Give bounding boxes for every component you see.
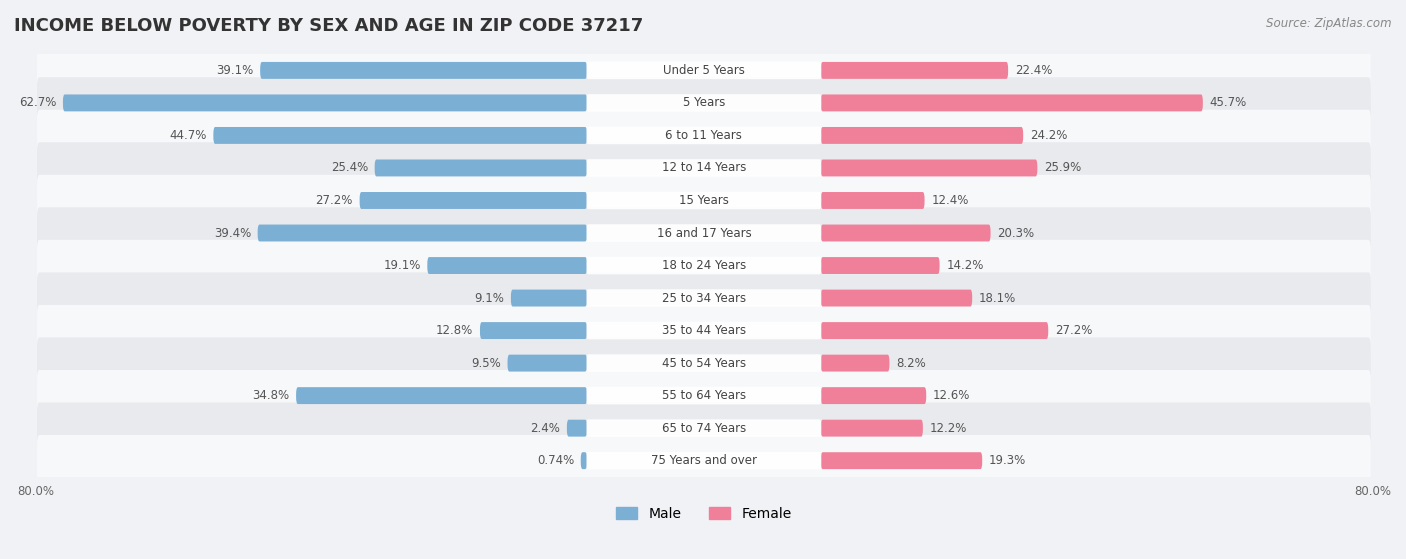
FancyBboxPatch shape [360,192,586,209]
FancyBboxPatch shape [37,402,1371,454]
FancyBboxPatch shape [260,62,586,79]
Text: 39.4%: 39.4% [214,226,250,239]
Text: 55 to 64 Years: 55 to 64 Years [662,389,747,402]
FancyBboxPatch shape [821,192,925,209]
FancyBboxPatch shape [374,159,586,177]
FancyBboxPatch shape [37,77,1371,129]
Text: 19.3%: 19.3% [988,454,1026,467]
Text: 5 Years: 5 Years [683,96,725,110]
Text: 16 and 17 Years: 16 and 17 Years [657,226,751,239]
FancyBboxPatch shape [63,94,586,111]
FancyBboxPatch shape [586,192,821,209]
FancyBboxPatch shape [586,387,821,404]
Text: 34.8%: 34.8% [252,389,290,402]
Text: 39.1%: 39.1% [217,64,253,77]
Text: 44.7%: 44.7% [169,129,207,142]
FancyBboxPatch shape [214,127,586,144]
Text: 18.1%: 18.1% [979,292,1017,305]
FancyBboxPatch shape [586,289,821,307]
FancyBboxPatch shape [821,420,922,437]
FancyBboxPatch shape [37,110,1371,161]
Text: 12.6%: 12.6% [934,389,970,402]
FancyBboxPatch shape [586,257,821,274]
FancyBboxPatch shape [297,387,586,404]
FancyBboxPatch shape [821,62,1008,79]
Text: Source: ZipAtlas.com: Source: ZipAtlas.com [1267,17,1392,30]
FancyBboxPatch shape [821,127,1024,144]
FancyBboxPatch shape [257,225,586,241]
Text: 12.4%: 12.4% [931,194,969,207]
FancyBboxPatch shape [586,159,821,177]
FancyBboxPatch shape [37,240,1371,291]
FancyBboxPatch shape [37,305,1371,356]
FancyBboxPatch shape [510,290,586,306]
FancyBboxPatch shape [586,224,821,242]
FancyBboxPatch shape [37,435,1371,486]
FancyBboxPatch shape [37,272,1371,324]
FancyBboxPatch shape [508,354,586,372]
Text: 8.2%: 8.2% [896,357,927,369]
FancyBboxPatch shape [37,45,1371,96]
Text: 22.4%: 22.4% [1015,64,1052,77]
FancyBboxPatch shape [821,159,1038,177]
FancyBboxPatch shape [821,452,983,469]
FancyBboxPatch shape [821,290,972,306]
FancyBboxPatch shape [586,322,821,339]
Text: 45.7%: 45.7% [1209,96,1247,110]
Text: 75 Years and over: 75 Years and over [651,454,756,467]
FancyBboxPatch shape [581,452,586,469]
Text: 9.5%: 9.5% [471,357,501,369]
Text: 35 to 44 Years: 35 to 44 Years [662,324,747,337]
Text: Under 5 Years: Under 5 Years [664,64,745,77]
FancyBboxPatch shape [586,94,821,112]
FancyBboxPatch shape [567,420,586,437]
Text: 18 to 24 Years: 18 to 24 Years [662,259,747,272]
Text: 62.7%: 62.7% [18,96,56,110]
Text: 2.4%: 2.4% [530,421,560,435]
FancyBboxPatch shape [37,175,1371,226]
FancyBboxPatch shape [821,225,991,241]
Text: 15 Years: 15 Years [679,194,728,207]
Text: 25.9%: 25.9% [1045,162,1081,174]
FancyBboxPatch shape [821,322,1049,339]
Text: 25.4%: 25.4% [330,162,368,174]
Text: 65 to 74 Years: 65 to 74 Years [662,421,747,435]
Text: INCOME BELOW POVERTY BY SEX AND AGE IN ZIP CODE 37217: INCOME BELOW POVERTY BY SEX AND AGE IN Z… [14,17,644,35]
FancyBboxPatch shape [821,94,1204,111]
FancyBboxPatch shape [37,370,1371,421]
FancyBboxPatch shape [479,322,586,339]
FancyBboxPatch shape [821,387,927,404]
FancyBboxPatch shape [586,61,821,79]
Text: 20.3%: 20.3% [997,226,1035,239]
Text: 9.1%: 9.1% [474,292,505,305]
Text: 12 to 14 Years: 12 to 14 Years [662,162,747,174]
FancyBboxPatch shape [586,419,821,437]
FancyBboxPatch shape [586,127,821,144]
Text: 27.2%: 27.2% [315,194,353,207]
Text: 25 to 34 Years: 25 to 34 Years [662,292,747,305]
Legend: Male, Female: Male, Female [616,506,792,521]
Text: 0.74%: 0.74% [537,454,574,467]
FancyBboxPatch shape [427,257,586,274]
Text: 27.2%: 27.2% [1054,324,1092,337]
Text: 14.2%: 14.2% [946,259,984,272]
FancyBboxPatch shape [37,207,1371,259]
FancyBboxPatch shape [586,354,821,372]
Text: 24.2%: 24.2% [1029,129,1067,142]
FancyBboxPatch shape [586,452,821,470]
FancyBboxPatch shape [37,143,1371,193]
FancyBboxPatch shape [821,354,890,372]
Text: 19.1%: 19.1% [384,259,420,272]
FancyBboxPatch shape [37,338,1371,389]
Text: 45 to 54 Years: 45 to 54 Years [662,357,747,369]
Text: 12.2%: 12.2% [929,421,967,435]
Text: 6 to 11 Years: 6 to 11 Years [665,129,742,142]
FancyBboxPatch shape [821,257,939,274]
Text: 12.8%: 12.8% [436,324,474,337]
